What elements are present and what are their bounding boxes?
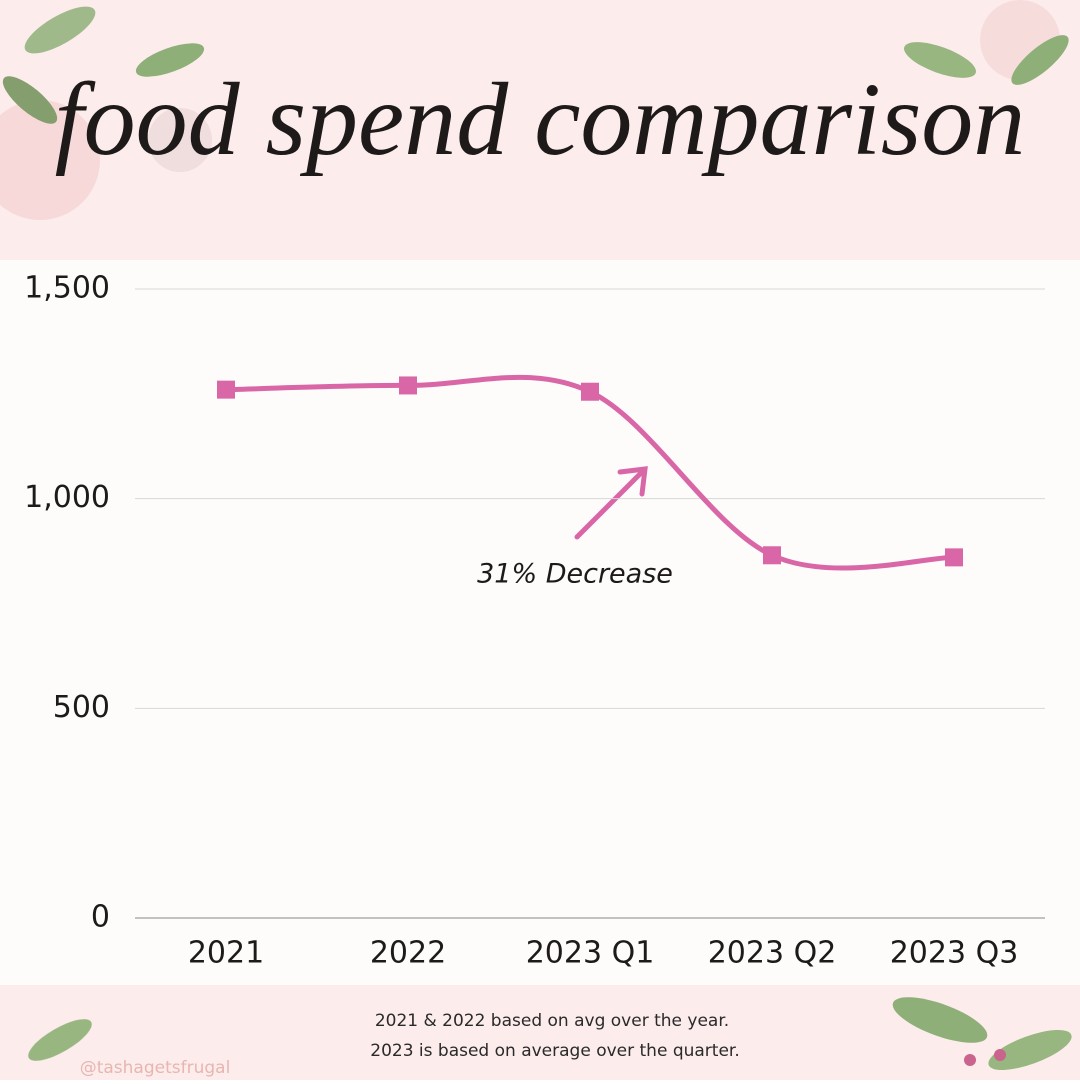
footnote: 2021 & 2022 based on avg over the year. bbox=[375, 1011, 729, 1031]
x-tick-label: 2023 Q3 bbox=[890, 936, 1019, 971]
x-tick-label: 2021 bbox=[188, 936, 264, 971]
x-tick-label: 2023 Q2 bbox=[708, 936, 837, 971]
marker bbox=[763, 546, 781, 565]
marker bbox=[217, 380, 235, 399]
chart-title: food spend comparison bbox=[55, 62, 1026, 177]
y-tick-label: 1,500 bbox=[24, 271, 110, 306]
y-tick-label: 1,000 bbox=[24, 480, 110, 515]
marker bbox=[581, 382, 599, 401]
annotation-arrow bbox=[574, 466, 648, 540]
marker bbox=[945, 548, 963, 567]
x-tick-label: 2023 Q1 bbox=[526, 936, 655, 971]
x-tick-label: 2022 bbox=[370, 936, 446, 971]
watermark: @tashagetsfrugal bbox=[80, 1058, 231, 1078]
y-tick-label: 0 bbox=[91, 900, 110, 935]
footnote: 2023 is based on average over the quarte… bbox=[370, 1041, 740, 1061]
marker bbox=[399, 376, 417, 395]
y-tick-label: 500 bbox=[53, 690, 110, 725]
annotation: 31% Decrease bbox=[477, 559, 673, 590]
